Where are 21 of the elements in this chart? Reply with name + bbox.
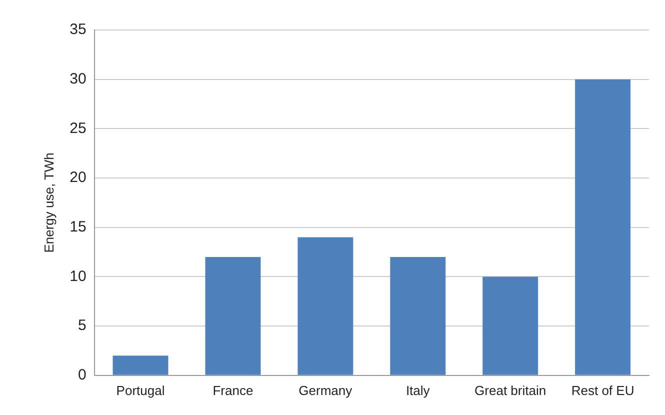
x-tick-label: France (212, 382, 254, 398)
y-tick-label: 15 (70, 218, 86, 236)
y-tick-label: 35 (70, 21, 86, 38)
y-tick-label: 10 (70, 268, 86, 285)
bar (112, 356, 168, 375)
bar (482, 276, 538, 375)
bar (298, 237, 354, 375)
y-tick-label: 20 (70, 169, 86, 186)
y-tick-label: 0 (78, 366, 86, 384)
bar (205, 256, 261, 375)
x-tick-label: Portugal (116, 382, 165, 398)
y-axis-title: Energy use, TWh (41, 152, 56, 253)
y-tick-label: 5 (78, 317, 86, 334)
bar (390, 256, 446, 375)
bar (575, 79, 631, 375)
x-tick-label: Rest of EU (571, 382, 634, 398)
x-tick-label: Germany (298, 382, 353, 398)
x-tick-label: Great britain (474, 382, 546, 398)
y-tick-label: 30 (70, 70, 86, 88)
x-tick-label: Italy (406, 382, 430, 398)
y-tick-label: 25 (70, 120, 86, 137)
